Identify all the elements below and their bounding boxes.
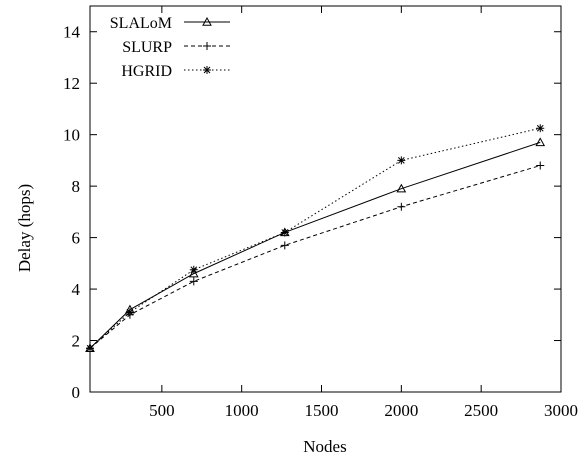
legend-label-slurp: SLURP bbox=[122, 39, 172, 56]
x-tick-label: 2000 bbox=[384, 401, 418, 420]
y-tick-label: 6 bbox=[72, 229, 81, 248]
data-point-hgrid bbox=[536, 124, 545, 133]
x-tick-label: 3000 bbox=[544, 401, 578, 420]
series-line-slurp bbox=[89, 165, 541, 349]
x-axis-label: Nodes bbox=[303, 437, 346, 456]
plot-area: 0 2 4 6 8 10 12 14 500 1000 1500 2000 2500 3000 SLALoM… bbox=[63, 5, 578, 420]
x-tick-label: 1000 bbox=[225, 401, 259, 420]
x-tick-label: 2500 bbox=[464, 401, 498, 420]
legend-marker-slurp bbox=[203, 42, 211, 50]
y-tick-label: 0 bbox=[72, 383, 81, 402]
legend-label-hgrid: HGRID bbox=[121, 63, 172, 80]
data-point-hgrid bbox=[125, 308, 134, 317]
x-tick-label: 500 bbox=[149, 401, 175, 420]
legend-label-slalom: SLALoM bbox=[110, 15, 172, 32]
y-tick-label: 8 bbox=[72, 177, 81, 196]
legend-marker-hgrid bbox=[203, 66, 211, 74]
data-point-hgrid bbox=[86, 344, 94, 353]
data-point-slalom bbox=[535, 137, 546, 147]
data-point-slurp bbox=[189, 277, 198, 286]
x-tick-label: 1500 bbox=[305, 401, 339, 420]
data-point-slurp bbox=[397, 202, 406, 211]
data-point-slalom bbox=[396, 183, 407, 193]
plot-frame bbox=[89, 5, 562, 393]
series-line-slalom bbox=[89, 141, 541, 349]
data-point-hgrid bbox=[280, 228, 289, 237]
data-point-slalom bbox=[188, 268, 199, 278]
y-tick-label: 10 bbox=[63, 126, 80, 145]
data-point-slurp bbox=[536, 161, 545, 170]
y-tick-label: 4 bbox=[72, 280, 81, 299]
series-line-hgrid bbox=[89, 127, 541, 349]
y-tick-label: 2 bbox=[72, 332, 81, 351]
data-point-hgrid bbox=[189, 265, 198, 274]
data-point-hgrid bbox=[397, 156, 406, 165]
data-point-slurp bbox=[280, 241, 289, 250]
y-tick-label: 14 bbox=[63, 23, 81, 42]
y-tick-label: 12 bbox=[63, 74, 80, 93]
legend-marker-slalom bbox=[202, 16, 212, 26]
y-axis-label: Delay (hops) bbox=[15, 184, 34, 272]
